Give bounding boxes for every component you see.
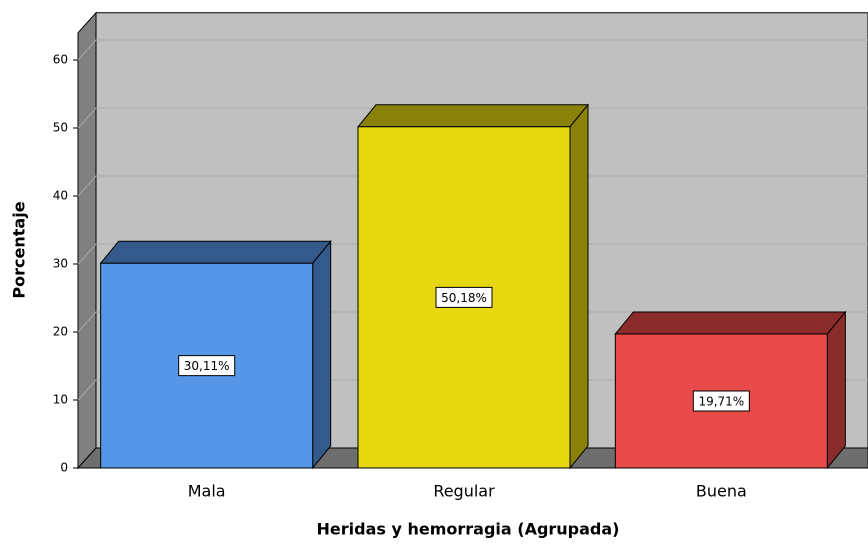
x-tick-label: Regular — [433, 482, 495, 501]
y-tick-label: 10 — [53, 393, 68, 407]
bar-side — [312, 239, 332, 470]
y-tick-label: 50 — [53, 121, 68, 135]
y-tick-label: 40 — [53, 189, 68, 203]
y-tick-label: 30 — [53, 257, 68, 271]
y-tick-label: 60 — [53, 53, 68, 67]
bar-side — [569, 103, 589, 470]
value-label-box — [178, 355, 236, 377]
bar-top — [614, 311, 847, 335]
value-label-box — [435, 286, 493, 308]
x-tick-label: Mala — [188, 482, 226, 501]
grid-line — [77, 311, 868, 333]
value-label: 19,71% — [698, 394, 744, 408]
bar-side — [826, 310, 846, 470]
bar-top — [99, 240, 332, 264]
bar-top — [356, 104, 590, 128]
left-wall — [77, 11, 97, 470]
grid-line — [77, 175, 868, 197]
x-tick-label: Buena — [696, 482, 747, 501]
y-tick-label: 20 — [53, 325, 68, 339]
grid-line — [77, 243, 868, 265]
grid-line — [77, 39, 868, 61]
y-axis-title: Porcentaje — [10, 201, 29, 298]
value-label: 50,18% — [441, 291, 487, 305]
value-label-box — [692, 390, 750, 412]
x-axis-title: Heridas y hemorragia (Agrupada) — [317, 520, 620, 539]
grid-line — [77, 107, 868, 129]
grid-line — [77, 379, 868, 401]
y-tick-label: 0 — [60, 461, 68, 475]
value-label: 30,11% — [184, 359, 230, 373]
